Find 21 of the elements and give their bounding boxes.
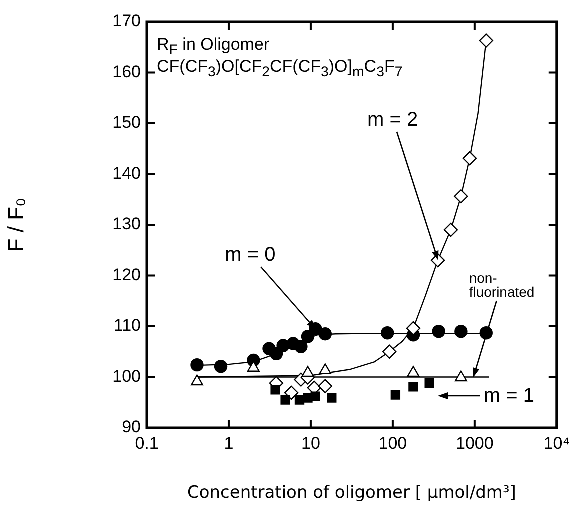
- y-tick-label: 120: [112, 265, 141, 284]
- y-tick-label: 170: [112, 12, 141, 31]
- y-tick-label: 110: [114, 316, 141, 336]
- x-tick-label: 1: [224, 434, 234, 453]
- x-tick-label: 1000: [456, 434, 494, 453]
- annotation: m = 2: [368, 109, 418, 132]
- annotation: non- fluorinated: [469, 270, 535, 300]
- y-tick-label: 160: [112, 62, 141, 82]
- y-tick-label: 140: [112, 164, 141, 183]
- x-tick-label: 10: [301, 434, 320, 453]
- x-axis-title: Concentration of oligomer [ μmol/dm³]: [187, 483, 516, 504]
- annotation: m = 0: [225, 244, 276, 266]
- x-tick-label: 100: [378, 434, 408, 453]
- x-tick-label: 10⁴: [544, 434, 570, 453]
- annotation: R$_{F}$ in Oligomer: [157, 35, 270, 58]
- y-tick-label: 130: [112, 214, 141, 234]
- text: CF(CF$_{3}$)O[CF$_{2}$CF(CF$_{3}$)O]$_{m}$C$_{3}$F$_{7}$: [157, 57, 403, 80]
- y-axis-title: F / F₀: [3, 198, 28, 252]
- y-tick-label: 150: [112, 113, 141, 132]
- y-tick-label: 100: [112, 366, 141, 386]
- annotation: m = 1: [484, 384, 534, 406]
